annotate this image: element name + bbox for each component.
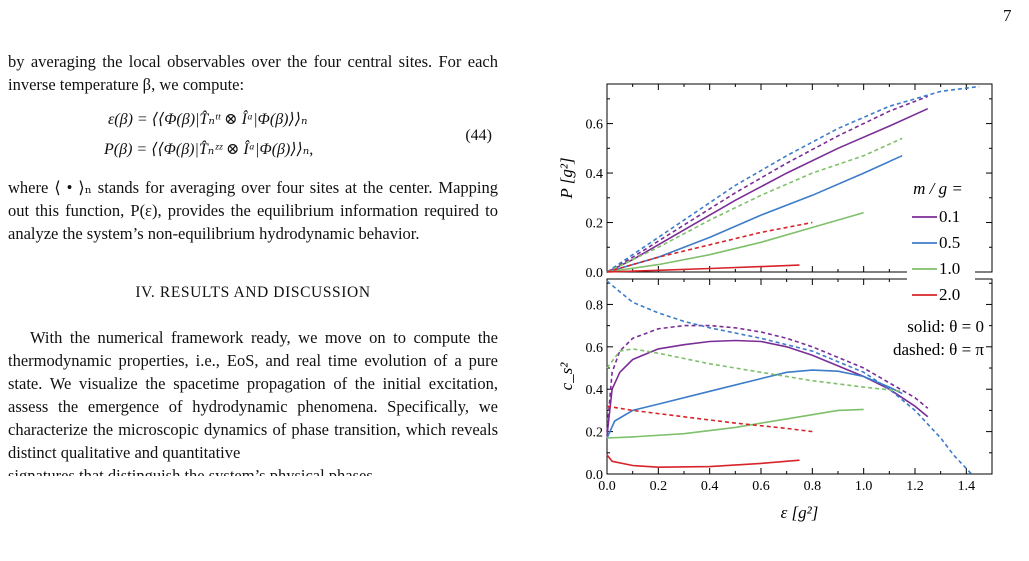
series-line-0.1-dashed — [606, 95, 929, 273]
series-line-0.5-solid — [606, 369, 903, 439]
x-tick-label: 1.4 — [958, 479, 976, 494]
series-line-2.0-dashed — [606, 221, 813, 273]
legend-background — [907, 266, 975, 292]
plot-frame-1 — [606, 278, 993, 475]
series-line-1.0-dashed — [606, 348, 903, 393]
paragraph-3: With the numerical framework ready, we m… — [8, 328, 498, 462]
y-tick-label: 0.6 — [586, 341, 604, 356]
x-axis-label: ε [g²] — [781, 503, 819, 522]
sound-speed-panel: 0.0 0.2 0.4 0.6 0.8 — [586, 278, 993, 483]
series-line-1.0-dashed — [606, 137, 903, 273]
y-tick-label: 0.0 — [586, 468, 604, 483]
series-line-2.0-solid — [606, 264, 800, 273]
series-line-0.1-solid — [606, 107, 929, 273]
paragraph-1: by averaging the local observables over … — [8, 52, 498, 94]
series-line-0.5-dashed — [606, 280, 973, 475]
x-tick-label: 1.0 — [855, 479, 873, 494]
legend-label-2.0: 2.0 — [939, 285, 960, 304]
y-tick-label: 0.4 — [586, 383, 604, 398]
series-line-2.0-dashed — [606, 405, 813, 433]
y-axis-label-pressure: P [g²] — [557, 157, 576, 199]
annotation-dashed: dashed: θ = π — [893, 340, 984, 359]
y-tick-label: 0.2 — [586, 426, 604, 441]
legend-title: m / g = — [913, 179, 963, 198]
legend-label-0.1: 0.1 — [939, 207, 960, 226]
x-tick-label: 0.8 — [804, 479, 822, 494]
paragraph-2: where ⟨ • ⟩ₙ stands for averaging over f… — [8, 178, 498, 243]
equation-pressure: P(β) = ⟨⟨Φ(β)|T̂ₙᶻᶻ ⊗ Îᵃ|Φ(β)⟩⟩ₙ, — [104, 141, 314, 158]
figure-eos-sound-speed: 0.00.20.40.6 0.00.20.40.60.8 0.0 0.2 0.4 0.… — [557, 83, 993, 522]
pressure-panel: 0.0 0.2 0.4 0.6 — [586, 83, 993, 281]
series-line-0.5-dashed — [606, 85, 980, 273]
section-heading: IV. RESULTS AND DISCUSSION — [135, 284, 371, 301]
x-tick-label: 0.0 — [598, 479, 616, 494]
y-tick-label: 0.8 — [586, 298, 604, 313]
series-line-0.1-solid — [606, 339, 929, 436]
equation-block: ε(β) = ⟨⟨Φ(β)|T̂ₙᵗᵗ ⊗ Îᵃ|Φ(β)⟩⟩ₙ P(β) = … — [8, 104, 498, 170]
series-line-1.0-solid — [606, 211, 864, 273]
y-tick-label: 0.0 — [586, 266, 604, 281]
plot-frame-0 — [606, 83, 993, 273]
x-tick-label: 1.2 — [906, 479, 924, 494]
legend-label-0.5: 0.5 — [939, 233, 960, 252]
series-line-0.5-solid — [606, 154, 903, 273]
equation-number: (44) — [465, 127, 492, 144]
x-tick-label: 0.6 — [752, 479, 770, 494]
annotation-solid: solid: θ = 0 — [907, 317, 984, 336]
y-tick-label: 0.2 — [586, 217, 604, 232]
series-line-2.0-solid — [606, 454, 800, 468]
equation-energy: ε(β) = ⟨⟨Φ(β)|T̂ₙᵗᵗ ⊗ Îᵃ|Φ(β)⟩⟩ₙ — [108, 111, 308, 128]
paragraph-3-cut-line: signatures that distinguish the system’s… — [8, 466, 373, 476]
x-tick-label: 0.4 — [701, 479, 719, 494]
y-tick-label: 0.4 — [586, 167, 604, 182]
legend-label-1.0: 1.0 — [939, 259, 960, 278]
y-tick-label: 0.6 — [586, 118, 604, 133]
page-number: 7 — [1003, 6, 1012, 25]
series-line-1.0-solid — [606, 408, 864, 439]
x-tick-label: 0.2 — [650, 479, 668, 494]
y-axis-label-sound-speed: c_s² — [557, 362, 576, 391]
text-column: by averaging the local observables over … — [8, 50, 498, 476]
legend: m / g = 0.1 0.5 1.0 2.0 — [907, 179, 975, 304]
series-line-0.1-dashed — [606, 324, 929, 432]
